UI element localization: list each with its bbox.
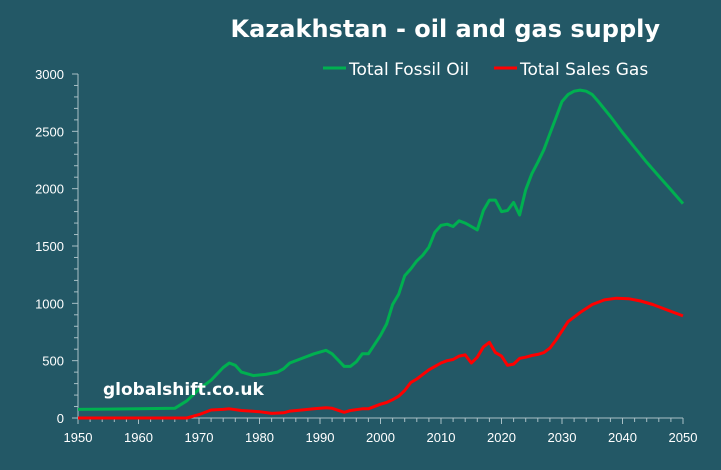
x-tick-label: 2030: [548, 430, 577, 445]
x-tick-label: 2020: [487, 430, 516, 445]
series-line-gas: [78, 296, 684, 420]
chart-title: Kazakhstan - oil and gas supply: [231, 15, 661, 43]
x-tick-label: 1950: [64, 430, 93, 445]
x-tick-label: 1980: [245, 430, 274, 445]
x-tick-label: 2050: [669, 430, 698, 445]
x-tick-label: 1990: [306, 430, 335, 445]
x-tick-label: 2010: [427, 430, 456, 445]
series-lines: [77, 88, 685, 420]
legend: Total Fossil Oil Total Sales Gas: [323, 60, 648, 80]
series-line-oil: [77, 88, 685, 411]
legend-label-oil: Total Fossil Oil: [348, 60, 469, 80]
x-tick-label: 1970: [185, 430, 214, 445]
axes: 0 500 1000 1500 2000 2500 3000 1950 1960 1970 1980…: [35, 67, 697, 445]
y-tick-label: 1000: [35, 296, 64, 311]
y-tick-label: 3000: [35, 67, 64, 82]
x-tick-label: 2040: [608, 430, 637, 445]
x-tick-label: 2000: [366, 430, 395, 445]
x-tick-label: 1960: [124, 430, 153, 445]
y-tick-label: 2000: [35, 182, 64, 197]
y-tick-label: 1500: [35, 239, 64, 254]
legend-label-gas: Total Sales Gas: [519, 60, 648, 80]
y-tick-label: 0: [57, 411, 64, 426]
watermark: globalshift.co.uk: [103, 380, 264, 400]
y-tick-label: 2500: [35, 124, 64, 139]
y-tick-label: 500: [42, 354, 64, 369]
